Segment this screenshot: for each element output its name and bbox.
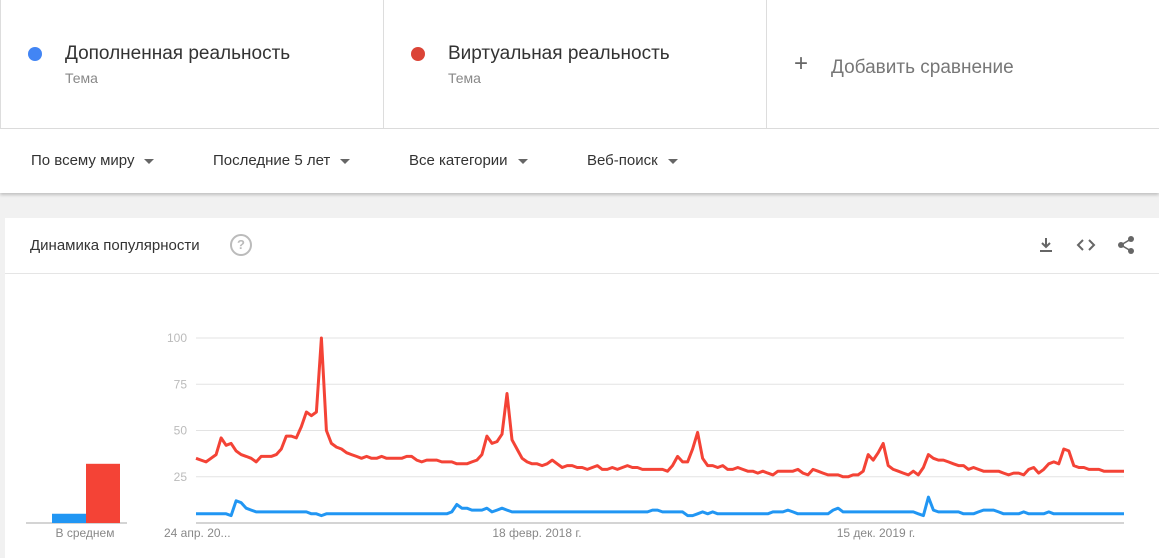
- add-comparison-button[interactable]: + Добавить сравнение: [766, 0, 1159, 128]
- series-color-dot: [411, 47, 425, 61]
- filters-bar: По всему миру Последние 5 лет Все катего…: [0, 129, 1159, 193]
- x-tick-label: 15 дек. 2019 г.: [837, 526, 916, 540]
- embed-icon[interactable]: [1075, 234, 1097, 256]
- filter-label: Все категории: [409, 152, 508, 169]
- interest-over-time-card: Динамика популярности ?: [5, 218, 1159, 558]
- card-title: Динамика популярности: [30, 237, 200, 254]
- caret-down-icon: [144, 158, 155, 164]
- caret-down-icon: [517, 158, 528, 164]
- series-color-dot: [28, 47, 42, 61]
- term-card-vr[interactable]: Виртуальная реальность Тема: [383, 0, 766, 128]
- y-tick-label: 100: [167, 331, 187, 345]
- average-label: В среднем: [56, 526, 115, 540]
- filter-region[interactable]: По всему миру: [31, 152, 155, 169]
- filter-label: По всему миру: [31, 152, 135, 169]
- term-name: Дополненная реальность: [65, 43, 291, 64]
- filter-category[interactable]: Все категории: [409, 152, 528, 169]
- filter-period[interactable]: Последние 5 лет: [213, 152, 351, 169]
- download-icon[interactable]: [1035, 234, 1057, 256]
- series-line: [195, 336, 1124, 479]
- term-type: Тема: [65, 70, 98, 86]
- help-icon[interactable]: ?: [230, 234, 252, 256]
- plus-icon: +: [794, 50, 809, 77]
- caret-down-icon: [340, 158, 351, 164]
- comparison-bar: Дополненная реальность Тема Виртуальная …: [0, 0, 1159, 129]
- series-line: [196, 495, 1124, 518]
- average-bar: [52, 513, 86, 523]
- term-type: Тема: [448, 70, 481, 86]
- term-name: Виртуальная реальность: [448, 43, 670, 64]
- y-tick-label: 75: [174, 377, 188, 391]
- average-bar: [86, 463, 120, 523]
- y-tick-label: 25: [174, 470, 188, 484]
- divider: [5, 273, 1159, 274]
- x-tick-label: 18 февр. 2018 г.: [492, 526, 581, 540]
- x-tick-label: 24 апр. 20...: [164, 526, 231, 540]
- filter-label: Веб-поиск: [587, 152, 658, 169]
- share-icon[interactable]: [1115, 234, 1137, 256]
- filter-search-type[interactable]: Веб-поиск: [587, 152, 678, 169]
- add-comparison-label: Добавить сравнение: [831, 57, 1014, 78]
- y-tick-label: 50: [174, 424, 188, 438]
- filter-label: Последние 5 лет: [213, 152, 331, 169]
- term-card-ar[interactable]: Дополненная реальность Тема: [0, 0, 383, 128]
- caret-down-icon: [667, 158, 678, 164]
